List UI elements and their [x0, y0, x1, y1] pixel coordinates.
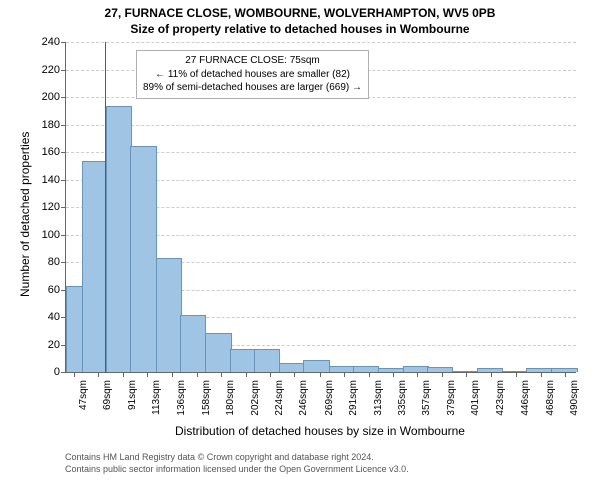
- y-tick-mark: [61, 372, 66, 373]
- x-tick-label: 446sqm: [520, 380, 531, 416]
- x-tick-mark: [221, 372, 222, 377]
- gridline-h: [66, 42, 576, 43]
- y-tick-label: 0: [54, 366, 60, 378]
- page-title-subtitle: Size of property relative to detached ho…: [0, 20, 600, 36]
- annotation-line2: ← 11% of detached houses are smaller (82…: [143, 68, 362, 82]
- histogram-bar: [156, 258, 182, 372]
- x-tick-label: 423sqm: [495, 380, 506, 416]
- x-tick-label: 379sqm: [446, 380, 457, 416]
- x-tick-mark: [344, 372, 345, 377]
- x-tick-label: 224sqm: [274, 380, 285, 416]
- y-tick-mark: [61, 152, 66, 153]
- y-tick-label: 240: [42, 36, 60, 48]
- reference-line: [105, 42, 106, 372]
- y-tick-label: 220: [42, 64, 60, 76]
- x-tick-label: 468sqm: [545, 380, 556, 416]
- histogram-bar: [279, 363, 305, 372]
- y-tick-label: 120: [42, 201, 60, 213]
- x-tick-label: 47sqm: [78, 380, 89, 410]
- x-tick-label: 113sqm: [151, 380, 162, 415]
- footer-line1: Contains HM Land Registry data © Crown c…: [65, 452, 409, 464]
- x-tick-mark: [172, 372, 173, 377]
- histogram-bar: [180, 315, 206, 372]
- histogram-bar: [230, 349, 256, 372]
- histogram-bar: [130, 146, 157, 373]
- x-tick-mark: [565, 372, 566, 377]
- x-tick-mark: [294, 372, 295, 377]
- x-tick-label: 313sqm: [373, 380, 384, 416]
- y-axis-label: Number of detached properties: [18, 132, 32, 297]
- y-tick-label: 60: [48, 284, 60, 296]
- x-tick-label: 246sqm: [298, 380, 309, 416]
- gridline-h: [66, 125, 576, 126]
- y-tick-label: 200: [42, 91, 60, 103]
- y-tick-mark: [61, 42, 66, 43]
- x-tick-label: 91sqm: [127, 380, 138, 410]
- histogram-bar: [82, 161, 108, 372]
- y-tick-mark: [61, 125, 66, 126]
- y-tick-label: 20: [48, 339, 60, 351]
- x-tick-label: 202sqm: [250, 380, 261, 416]
- x-tick-label: 136sqm: [176, 380, 187, 416]
- x-tick-mark: [123, 372, 124, 377]
- x-tick-mark: [516, 372, 517, 377]
- attribution-footer: Contains HM Land Registry data © Crown c…: [65, 452, 409, 475]
- x-tick-mark: [74, 372, 75, 377]
- annotation-box: 27 FURNACE CLOSE: 75sqm← 11% of detached…: [136, 50, 369, 99]
- x-tick-mark: [246, 372, 247, 377]
- y-tick-mark: [61, 70, 66, 71]
- histogram-bar: [427, 367, 453, 372]
- histogram-bar: [106, 106, 132, 372]
- annotation-line1: 27 FURNACE CLOSE: 75sqm: [143, 54, 362, 68]
- x-tick-mark: [320, 372, 321, 377]
- histogram-bar: [329, 366, 355, 373]
- y-tick-mark: [61, 235, 66, 236]
- histogram-bar: [254, 349, 280, 372]
- x-tick-label: 158sqm: [201, 380, 212, 416]
- y-tick-label: 100: [42, 229, 60, 241]
- x-tick-label: 335sqm: [397, 380, 408, 416]
- x-tick-label: 180sqm: [225, 380, 236, 416]
- y-tick-mark: [61, 207, 66, 208]
- x-tick-mark: [369, 372, 370, 377]
- x-tick-label: 69sqm: [102, 380, 113, 410]
- histogram-bar: [378, 368, 405, 372]
- y-tick-label: 160: [42, 146, 60, 158]
- y-tick-mark: [61, 180, 66, 181]
- x-tick-label: 291sqm: [348, 380, 359, 416]
- histogram-plot: 02040608010012014016018020022024047sqm69…: [65, 42, 576, 373]
- x-tick-label: 401sqm: [470, 380, 481, 416]
- histogram-bar: [66, 286, 83, 372]
- x-tick-mark: [270, 372, 271, 377]
- x-tick-mark: [541, 372, 542, 377]
- x-tick-mark: [466, 372, 467, 377]
- x-tick-mark: [491, 372, 492, 377]
- histogram-bar: [526, 368, 552, 372]
- x-tick-mark: [98, 372, 99, 377]
- histogram-bar: [205, 333, 232, 373]
- y-tick-label: 140: [42, 174, 60, 186]
- x-tick-label: 269sqm: [324, 380, 335, 416]
- x-tick-mark: [197, 372, 198, 377]
- y-tick-mark: [61, 97, 66, 98]
- page-title-address: 27, FURNACE CLOSE, WOMBOURNE, WOLVERHAMP…: [0, 0, 600, 20]
- histogram-bar: [403, 366, 429, 373]
- y-tick-mark: [61, 262, 66, 263]
- x-axis-label: Distribution of detached houses by size …: [65, 424, 575, 438]
- histogram-bar: [502, 371, 528, 372]
- x-tick-mark: [147, 372, 148, 377]
- y-tick-label: 80: [48, 256, 60, 268]
- x-tick-label: 490sqm: [569, 380, 580, 416]
- x-tick-mark: [393, 372, 394, 377]
- y-tick-label: 40: [48, 311, 60, 323]
- annotation-line3: 89% of semi-detached houses are larger (…: [143, 81, 362, 95]
- y-tick-label: 180: [42, 119, 60, 131]
- histogram-bar: [353, 366, 379, 373]
- x-tick-mark: [417, 372, 418, 377]
- histogram-bar: [303, 360, 330, 372]
- x-tick-label: 357sqm: [421, 380, 432, 416]
- footer-line2: Contains public sector information licen…: [65, 464, 409, 476]
- x-tick-mark: [442, 372, 443, 377]
